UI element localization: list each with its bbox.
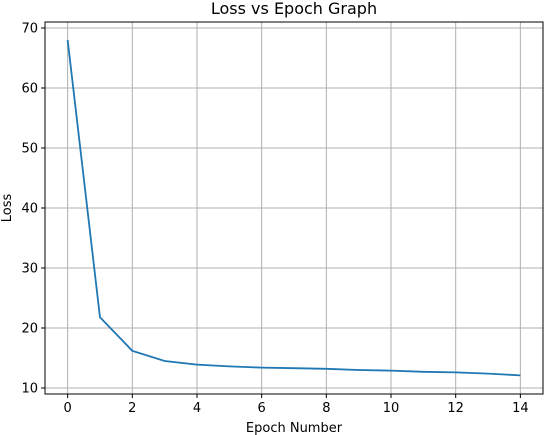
x-tick-label: 8 (322, 401, 330, 416)
y-tick-label: 40 (21, 202, 38, 217)
x-tick-label: 12 (447, 401, 464, 416)
ticks-layer: 0 2 4 6 8 10 12 14 10 20 30 40 50 60 70 (21, 22, 528, 417)
x-tick-label: 4 (193, 401, 201, 416)
x-tick-label: 14 (512, 401, 529, 416)
x-tick-label: 10 (383, 401, 400, 416)
x-tick-label: 6 (258, 401, 266, 416)
y-tick-label: 20 (21, 322, 38, 337)
chart-title: Loss vs Epoch Graph (211, 0, 377, 18)
y-tick-label: 10 (21, 382, 38, 397)
series-layer (66, 39, 521, 377)
y-tick-label: 60 (21, 82, 38, 97)
loss-series-line (66, 39, 521, 377)
y-tick-label: 30 (21, 262, 38, 277)
x-tick-label: 0 (63, 401, 71, 416)
x-tick-label: 2 (128, 401, 136, 416)
x-axis-label: Epoch Number (246, 421, 343, 435)
y-tick-label: 50 (21, 142, 38, 157)
y-tick-label: 70 (21, 22, 38, 37)
y-axis-label: Loss (0, 194, 15, 223)
grid-layer (45, 22, 543, 394)
